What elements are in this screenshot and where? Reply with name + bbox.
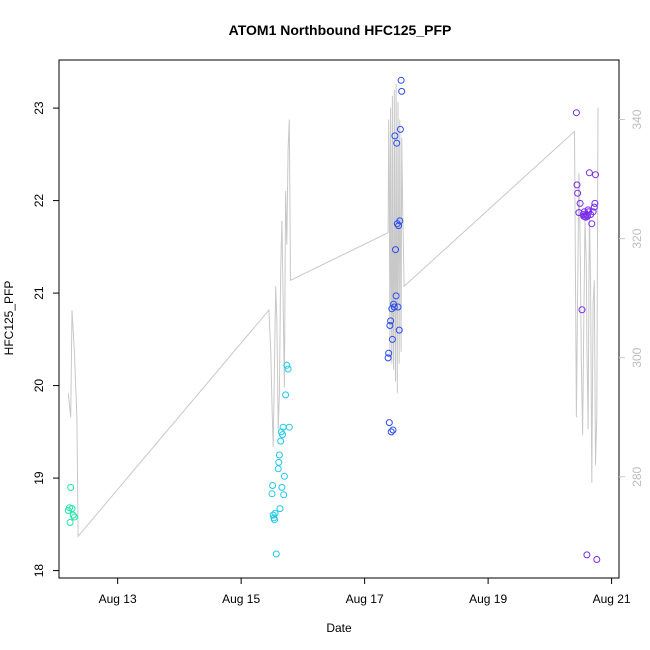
data-point bbox=[279, 484, 285, 490]
data-point bbox=[586, 170, 592, 176]
data-point bbox=[281, 492, 287, 498]
y-tick-label: 20 bbox=[32, 379, 46, 393]
data-point bbox=[283, 392, 289, 398]
data-point bbox=[573, 110, 579, 116]
x-tick-label: Aug 13 bbox=[99, 592, 137, 606]
data-point bbox=[281, 473, 287, 479]
data-point bbox=[270, 483, 276, 489]
series-line bbox=[68, 84, 598, 537]
data-point bbox=[269, 491, 275, 497]
y2-tick-label: 280 bbox=[630, 466, 644, 486]
data-point bbox=[275, 466, 281, 472]
data-point bbox=[68, 484, 74, 490]
data-point bbox=[67, 520, 73, 526]
data-point bbox=[273, 551, 279, 557]
data-point bbox=[285, 366, 291, 372]
data-point bbox=[278, 438, 284, 444]
x-tick-label: Aug 17 bbox=[346, 592, 384, 606]
data-point bbox=[398, 77, 404, 83]
data-point bbox=[594, 557, 600, 563]
data-point bbox=[71, 514, 77, 520]
y-tick-label: 18 bbox=[32, 564, 46, 578]
data-point bbox=[399, 88, 405, 94]
data-point bbox=[276, 459, 282, 465]
y2-tick-label: 300 bbox=[630, 347, 644, 367]
data-point bbox=[277, 506, 283, 512]
data-point bbox=[276, 452, 282, 458]
plot-area: Aug 13 Aug 15 Aug 17 Aug 19 Aug 21 18 19 20 21 22… bbox=[32, 60, 644, 606]
y2-tick-label: 320 bbox=[630, 228, 644, 248]
y-tick-label: 23 bbox=[32, 101, 46, 115]
data-point bbox=[584, 552, 590, 558]
y-tick-label: 21 bbox=[32, 286, 46, 300]
data-point bbox=[577, 200, 583, 206]
x-tick-label: Aug 21 bbox=[593, 592, 631, 606]
data-point bbox=[592, 200, 598, 206]
y-tick-label: 22 bbox=[32, 194, 46, 208]
plot-frame bbox=[59, 60, 619, 578]
y-axis-label: HFC125_PFP bbox=[2, 281, 16, 356]
data-point bbox=[386, 420, 392, 426]
y2-tick-label: 340 bbox=[630, 109, 644, 129]
x-tick-label: Aug 15 bbox=[222, 592, 260, 606]
x-tick-label: Aug 19 bbox=[469, 592, 507, 606]
y-tick-label: 19 bbox=[32, 471, 46, 485]
chart-title: ATOM1 Northbound HFC125_PFP bbox=[229, 22, 452, 38]
x-axis-label: Date bbox=[326, 621, 352, 635]
data-point bbox=[286, 424, 292, 430]
